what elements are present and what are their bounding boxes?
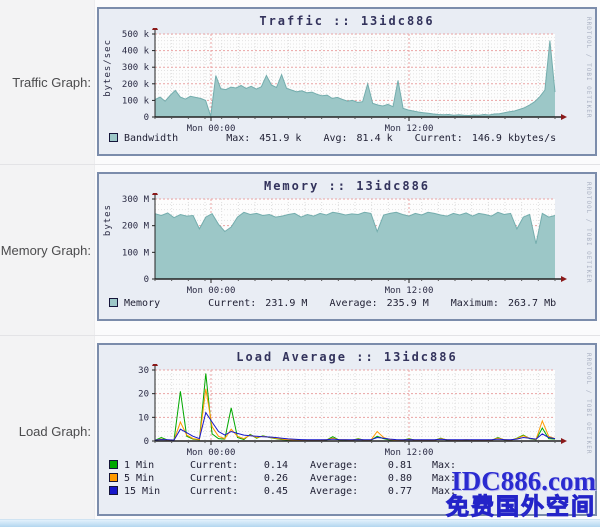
svg-text:30: 30: [138, 366, 149, 376]
traffic-graph-title: Traffic :: 13idc886: [259, 14, 435, 28]
svg-text:300 k: 300 k: [122, 63, 150, 73]
traffic-row: Traffic Graph: Traffic :: 13idc886 RRDTO…: [0, 0, 600, 165]
load-legend-row-5min: 5 Min Current: 0.26 Average: 0.80 Max:: [109, 473, 595, 484]
memory-y-axis-label: bytes: [103, 204, 113, 237]
15min-average-key: Average:: [310, 486, 359, 497]
memory-graph-title: Memory :: 13idc886: [263, 179, 431, 193]
1min-average-value: 0.81: [387, 460, 412, 471]
memory-graph-label: Memory Graph:: [0, 165, 95, 335]
memory-graph-panel[interactable]: Memory :: 13idc886 RRDTOOL / TOBI OETIKE…: [97, 172, 597, 321]
1min-max-key: Max:: [432, 460, 457, 471]
traffic-graph-cell: Traffic :: 13idc886 RRDTOOL / TOBI OETIK…: [95, 0, 600, 164]
memory-legend-label: Memory: [124, 298, 161, 309]
load-legend-row-1min: 1 Min Current: 0.14 Average: 0.81 Max:: [109, 460, 595, 471]
load-chart-plot[interactable]: 0 10 20 30 Mon 00:00 Mon 12:00: [103, 364, 573, 458]
traffic-y-axis-label: bytes/sec: [103, 39, 113, 97]
svg-text:200 M: 200 M: [122, 222, 150, 232]
5min-max-key: Max:: [432, 473, 457, 484]
rrdtool-credit: RRDTOOL / TOBI OETIKER: [585, 353, 592, 455]
1min-current-value: 0.14: [263, 460, 288, 471]
load-graph-panel[interactable]: Load Average :: 13idc886 RRDTOOL / TOBI …: [97, 343, 597, 516]
load-row: Load Graph: Load Average :: 13idc886 RRD…: [0, 336, 600, 527]
rrdtool-credit: RRDTOOL / TOBI OETIKER: [585, 182, 592, 284]
memory-current-value: 231.9 M: [265, 298, 308, 309]
15min-legend-swatch: [109, 486, 118, 495]
15min-average-value: 0.77: [387, 486, 412, 497]
memory-average-key: Average:: [329, 298, 378, 309]
traffic-legend: Bandwidth Max: 451.9 k Avg: 81.4 k Current: 14…: [109, 133, 595, 144]
5min-label: 5 Min: [124, 473, 155, 484]
rrdtool-credit: RRDTOOL / TOBI OETIKER: [585, 17, 592, 119]
memory-average-value: 235.9 M: [386, 298, 429, 309]
svg-text:200 k: 200 k: [122, 80, 150, 90]
svg-text:0: 0: [144, 437, 149, 447]
svg-text:0: 0: [144, 113, 149, 123]
5min-average-key: Average:: [310, 473, 359, 484]
load-legend-row-15min: 15 Min Current: 0.45 Average: 0.77 Max:: [109, 486, 595, 497]
svg-text:Mon 00:00: Mon 00:00: [187, 448, 236, 458]
traffic-max-value: 451.9 k: [259, 133, 302, 144]
svg-text:100 M: 100 M: [122, 248, 150, 258]
memory-maximum-key: Maximum:: [450, 298, 499, 309]
memory-chart-plot[interactable]: 0 100 M 200 M 300 M Mon 00:00 Mon 12:00: [103, 193, 573, 297]
svg-text:500 k: 500 k: [122, 30, 150, 40]
svg-text:Mon 00:00: Mon 00:00: [187, 286, 236, 296]
memory-graph-cell: Memory :: 13idc886 RRDTOOL / TOBI OETIKE…: [95, 165, 600, 335]
svg-text:Mon 12:00: Mon 12:00: [385, 286, 434, 296]
memory-legend-swatch: [109, 298, 118, 307]
1min-average-key: Average:: [310, 460, 359, 471]
5min-average-value: 0.80: [387, 473, 412, 484]
traffic-current-value: 146.9 kbytes/s: [471, 133, 557, 144]
memory-current-key: Current:: [208, 298, 257, 309]
traffic-avg-key: Avg:: [323, 133, 348, 144]
bandwidth-legend-swatch: [109, 133, 118, 142]
svg-text:Mon 12:00: Mon 12:00: [385, 448, 434, 458]
memory-maximum-value: 263.7 Mb: [507, 298, 557, 309]
svg-text:10: 10: [138, 413, 149, 423]
1min-current-key: Current:: [190, 460, 239, 471]
traffic-graph-label: Traffic Graph:: [0, 0, 95, 164]
1min-legend-swatch: [109, 460, 118, 469]
memory-row: Memory Graph: Memory :: 13idc886 RRDTOOL…: [0, 165, 600, 336]
svg-text:20: 20: [138, 390, 149, 400]
svg-text:0: 0: [144, 275, 149, 285]
traffic-graph-panel[interactable]: Traffic :: 13idc886 RRDTOOL / TOBI OETIK…: [97, 7, 597, 156]
5min-current-key: Current:: [190, 473, 239, 484]
1min-label: 1 Min: [124, 460, 155, 471]
traffic-avg-value: 81.4 k: [356, 133, 393, 144]
15min-max-key: Max:: [432, 486, 457, 497]
load-graph-cell: Load Average :: 13idc886 RRDTOOL / TOBI …: [95, 336, 600, 527]
memory-legend: Memory Current: 231.9 M Average: 235.9 M Maxi…: [109, 298, 595, 309]
svg-text:100 k: 100 k: [122, 96, 150, 106]
15min-label: 15 Min: [124, 486, 161, 497]
15min-current-key: Current:: [190, 486, 239, 497]
bandwidth-legend-label: Bandwidth: [124, 133, 179, 144]
svg-text:300 M: 300 M: [122, 195, 150, 205]
svg-text:Mon 00:00: Mon 00:00: [187, 124, 236, 132]
traffic-max-key: Max:: [226, 133, 251, 144]
traffic-current-key: Current:: [414, 133, 463, 144]
svg-text:Mon 12:00: Mon 12:00: [385, 124, 434, 132]
5min-current-value: 0.26: [263, 473, 288, 484]
bottom-strip: [0, 519, 600, 527]
15min-current-value: 0.45: [263, 486, 288, 497]
5min-legend-swatch: [109, 473, 118, 482]
traffic-chart-plot[interactable]: 0 100 k 200 k 300 k 400 k 500 k Mon 00:00 Mon 1…: [103, 28, 573, 132]
load-graph-label: Load Graph:: [0, 336, 95, 527]
load-graph-title: Load Average :: 13idc886: [236, 350, 458, 364]
svg-text:400 k: 400 k: [122, 47, 150, 57]
